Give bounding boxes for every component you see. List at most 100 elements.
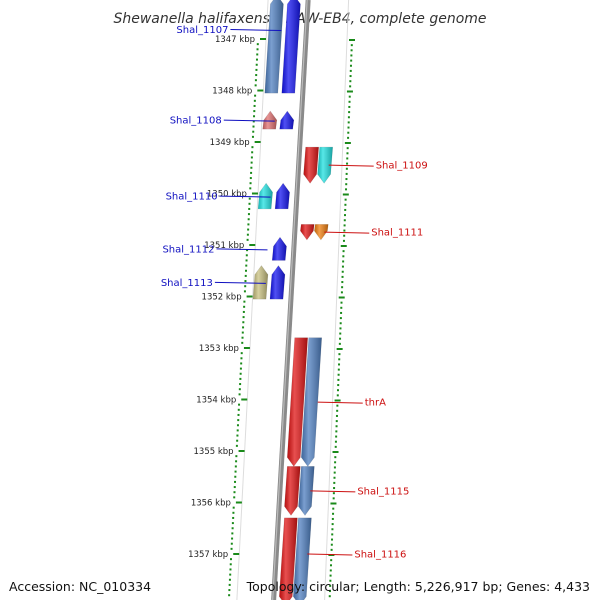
minor-tick-dot [231,527,234,530]
minor-tick-dot [239,367,242,370]
label-leader [307,553,353,556]
minor-tick-dot [245,254,248,257]
minor-tick-dot [242,321,245,324]
label-leader [310,490,356,493]
right-minor-tick-dot [337,368,340,371]
minor-tick-dot [241,331,244,334]
right-minor-tick-dot [329,564,332,567]
gene-label-shal_1111[interactable]: Shal_1111 [371,228,423,239]
right-minor-tick-dot [330,548,333,551]
minor-tick-dot [249,187,252,190]
right-minor-tick-dot [339,327,342,330]
minor-tick-dot [251,135,254,138]
minor-tick-dot [254,79,257,82]
right-minor-tick-dot [335,430,338,433]
tick-label: 1354 kbp [196,396,236,406]
right-minor-tick-dot [332,497,335,500]
right-minor-tick-dot [340,291,343,294]
gene-label-shal_1110[interactable]: Shal_1110 [166,192,218,203]
right-minor-tick-dot [329,569,332,572]
minor-tick-dot [238,403,241,406]
minor-tick-dot [241,341,244,344]
right-minor-tick-dot [339,322,342,325]
right-minor-tick-dot [329,574,332,577]
minor-tick-dot [233,486,236,489]
gene-arrow-shading [314,224,329,240]
right-minor-tick-dot [350,49,353,52]
right-minor-tick-dot [343,224,346,227]
minor-tick-dot [237,413,240,416]
minor-tick-dot [250,166,253,169]
minor-tick-dot [236,429,239,432]
minor-tick-dot [244,285,247,288]
label-leader [216,248,268,251]
right-minor-tick-dot [341,281,344,284]
gene-label-shal_1109[interactable]: Shal_1109 [376,161,428,172]
minor-tick-dot [242,310,245,313]
minor-tick-dot [253,110,256,113]
minor-tick-dot [251,151,254,154]
right-minor-tick-dot [332,492,335,495]
gene-arrow-shading [317,147,333,184]
gene-arrow-shading [301,337,322,467]
right-minor-tick-dot [348,105,351,108]
right-minor-tick-dot [349,80,352,83]
minor-tick-dot [230,558,233,561]
gene-label-shal_1108[interactable]: Shal_1108 [170,116,222,127]
right-minor-tick-dot [330,559,333,562]
right-minor-tick-dot [336,409,339,412]
topology-text: Topology: circular; Length: 5,226,917 bp… [246,579,590,594]
gene-features [252,0,334,600]
gene-arrow-shading [272,237,287,261]
right-minor-tick-dot [344,198,347,201]
minor-tick-dot [237,419,240,422]
right-minor-tick-dot [333,471,336,474]
minor-tick-dot [233,491,236,494]
minor-tick-dot [229,568,232,571]
right-minor-tick-dot [331,538,334,541]
right-minor-tick-dot [346,162,349,165]
backbone-highlight [272,0,308,600]
minor-tick-dot [242,326,245,329]
tick-label: 1352 kbp [202,293,242,303]
right-minor-tick-dot [342,250,345,253]
right-minor-tick-dot [342,255,345,258]
gene-label-shal_1115[interactable]: Shal_1115 [357,486,409,497]
minor-tick-dot [244,274,247,277]
right-minor-tick-dot [337,378,340,381]
right-minor-tick-dot [350,44,353,47]
tick-label: 1355 kbp [194,447,234,457]
right-minor-tick-dot [346,152,349,155]
minor-tick-dot [229,563,232,566]
minor-tick-dot [234,470,237,473]
right-minor-tick-dot [345,188,348,191]
right-minor-tick-dot [335,420,338,423]
right-minor-tick-dot [330,543,333,546]
right-minor-tick-dot [347,121,350,124]
right-minor-tick-dot [343,219,346,222]
minor-tick-dot [234,465,237,468]
right-minor-tick-dot [333,487,336,490]
right-minor-tick-dot [342,239,345,242]
map-title: Shewanella halifaxensis HAW-EB4, complet… [113,11,486,27]
gene-arrow-shading [281,0,301,94]
gene-label-shal_1116[interactable]: Shal_1116 [354,549,406,560]
right-minor-tick-dot [334,440,337,443]
minor-tick-dot [251,146,254,149]
gene-arrow-shading [275,183,290,209]
gene-label-shal_1112[interactable]: Shal_1112 [162,244,214,255]
right-minor-tick-dot [349,75,352,78]
minor-tick-dot [250,171,253,174]
minor-tick-dot [232,506,235,509]
gene-arrow-shading [264,0,284,94]
gene-label-shal_1107[interactable]: Shal_1107 [176,25,228,36]
minor-tick-dot [244,280,247,283]
gene-label-shal_1113[interactable]: Shal_1113 [161,278,213,289]
minor-tick-dot [247,213,250,216]
right-minor-tick-dot [335,414,338,417]
gene-label-thra[interactable]: thrA [365,398,386,409]
right-minor-tick-dot [339,317,342,320]
gene-arrow-shading [262,111,277,130]
minor-tick-dot [231,537,234,540]
minor-tick-dot [235,460,238,463]
